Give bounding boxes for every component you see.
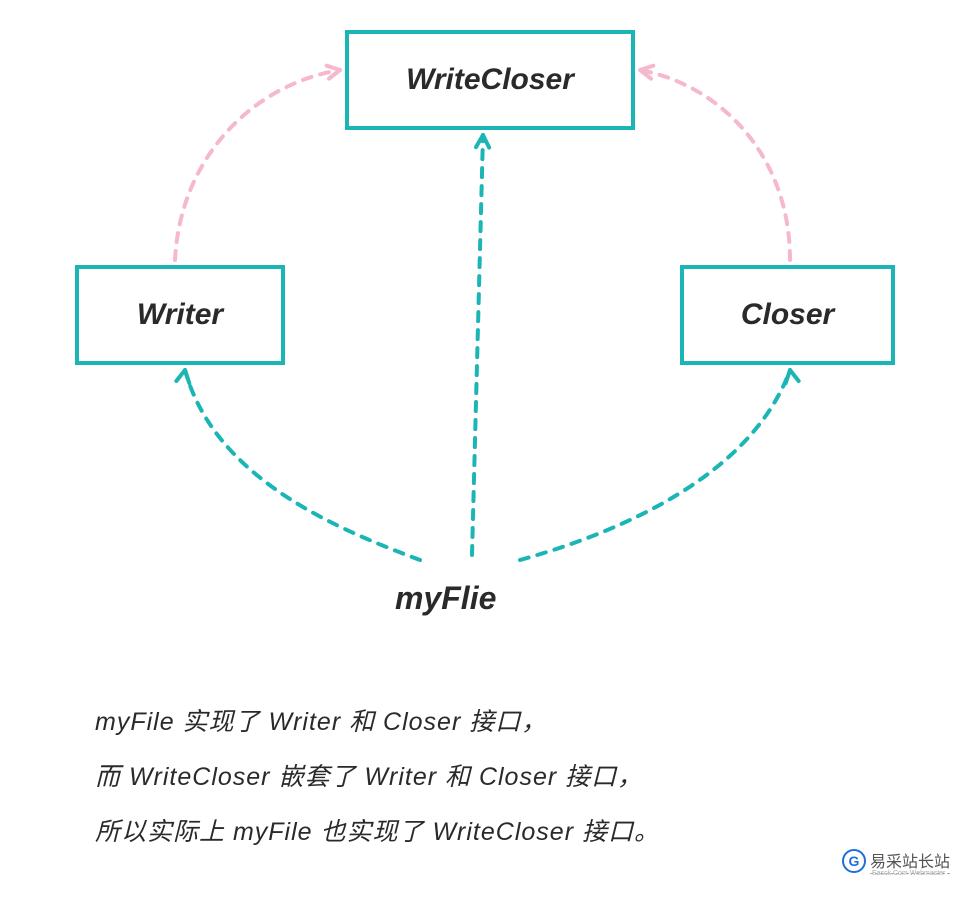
watermark-logo-icon: G	[842, 849, 866, 873]
arrowhead-writer-to-writecloser	[327, 66, 340, 79]
label-myfile: myFlie	[395, 580, 496, 617]
edge-writer-to-writecloser	[175, 70, 340, 260]
caption-line: myFile 实现了 Writer 和 Closer 接口，	[95, 695, 660, 750]
arrowhead-closer-to-writecloser	[640, 66, 653, 79]
edge-myfile-to-closer	[520, 370, 790, 560]
node-writer: Writer	[75, 265, 285, 365]
edge-closer-to-writecloser	[640, 70, 790, 260]
edge-myfile-to-writecloser	[472, 135, 483, 555]
caption-text: myFile 实现了 Writer 和 Closer 接口，而 WriteClo…	[95, 695, 660, 860]
node-closer: Closer	[680, 265, 895, 365]
arrowhead-myfile-to-writecloser	[476, 135, 489, 148]
arrowhead-myfile-to-closer	[786, 370, 799, 383]
node-writecloser: WriteCloser	[345, 30, 635, 130]
caption-line: 而 WriteCloser 嵌套了 Writer 和 Closer 接口，	[95, 750, 660, 805]
diagram-canvas: WriteCloser Writer Closer myFlie myFile 实现…	[0, 0, 978, 920]
watermark-subtext: Easck.Com Webmaster	[872, 870, 945, 877]
caption-line: 所以实际上 myFile 也实现了 WriteCloser 接口。	[95, 805, 660, 860]
edge-myfile-to-writer	[185, 370, 420, 560]
watermark: G 易采站长站 Easck.Com Webmaster	[842, 848, 950, 874]
arrowhead-myfile-to-writer	[176, 370, 189, 383]
